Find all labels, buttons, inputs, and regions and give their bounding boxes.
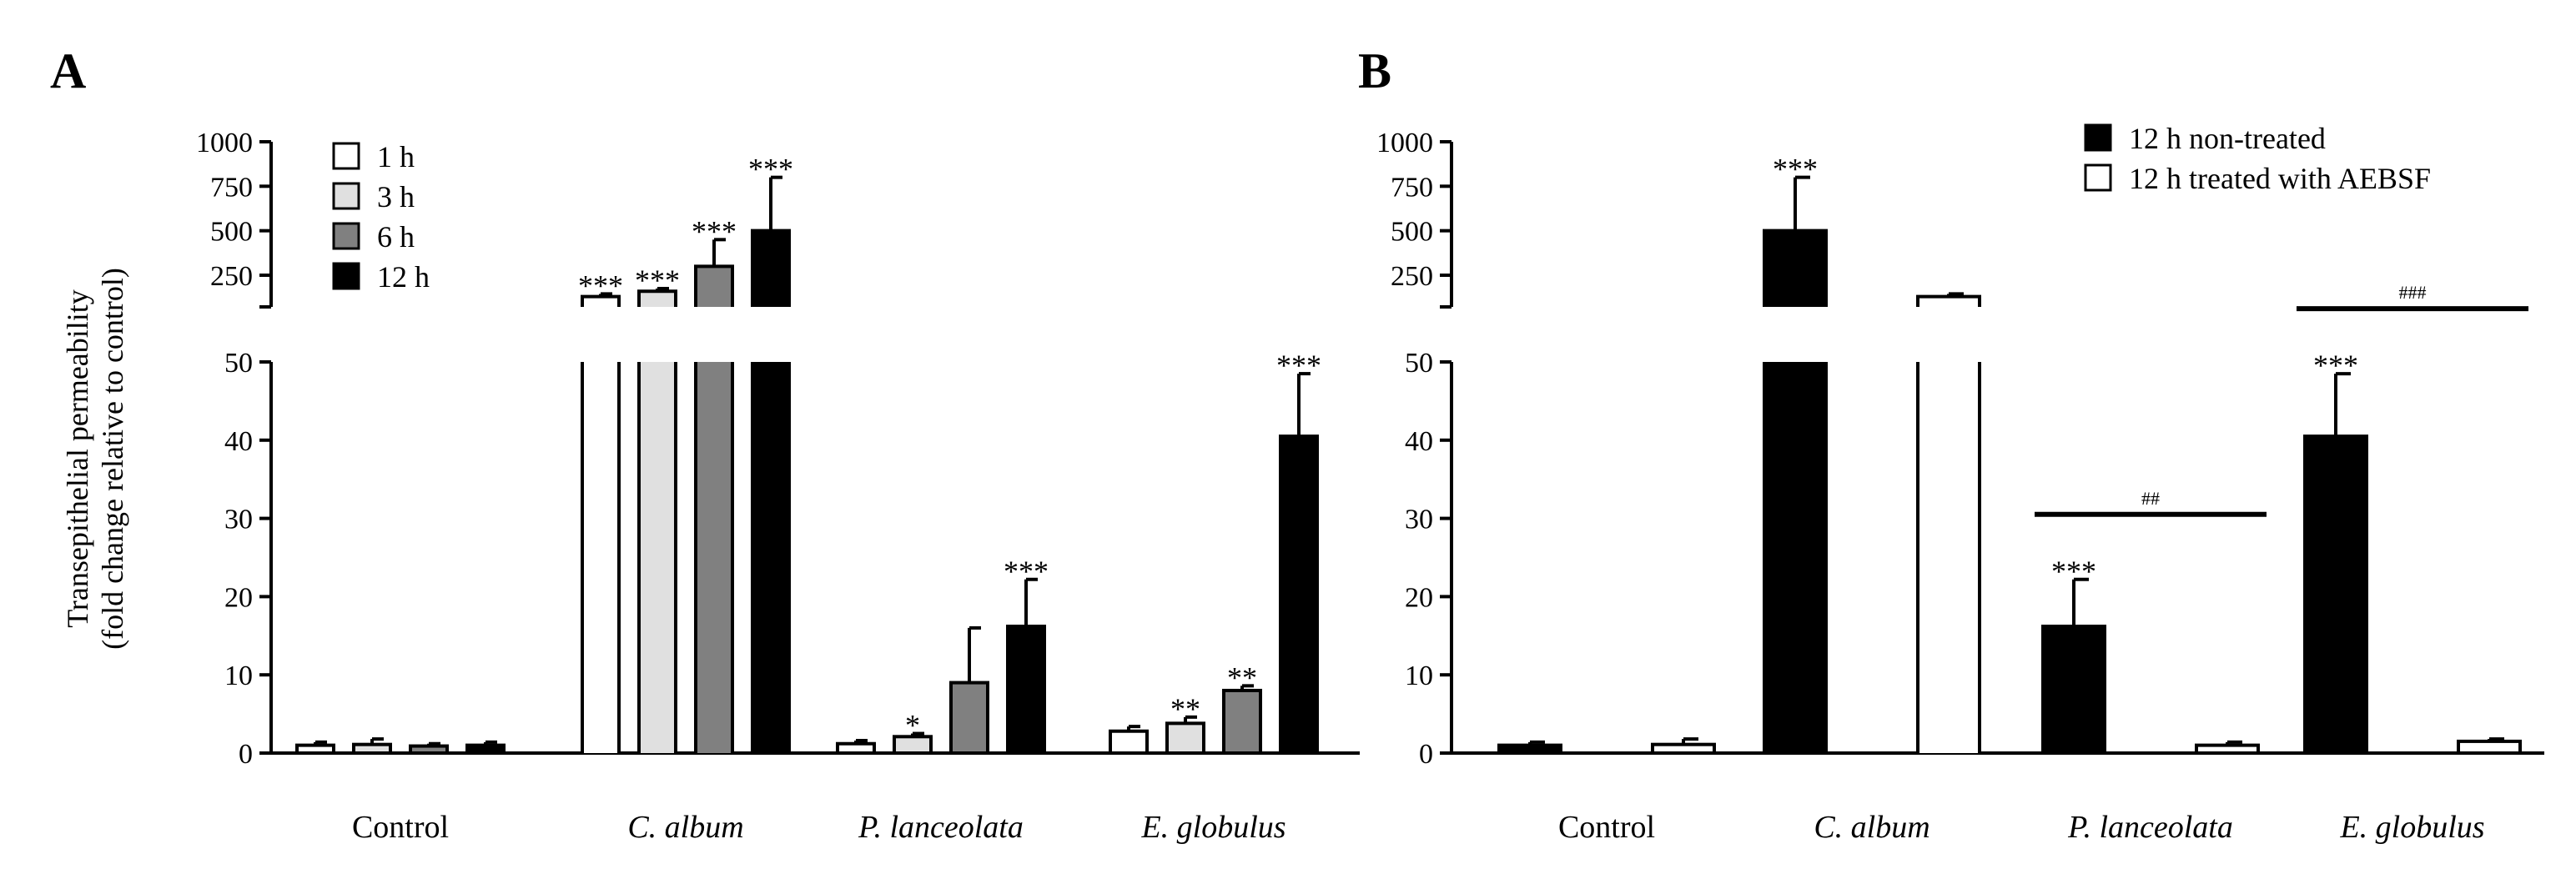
- bar: [2041, 625, 2106, 755]
- significance-label: ***: [1276, 349, 1321, 382]
- y-tick-label: 750: [210, 172, 253, 203]
- bar-upper: [639, 291, 676, 307]
- y-tick-label: 10: [1405, 661, 1433, 691]
- significance-label: ***: [2313, 349, 2358, 382]
- y-tick-label: 0: [1419, 739, 1433, 770]
- x-category-label: P. lanceolata: [858, 810, 1024, 845]
- legend-swatch: [2084, 123, 2112, 152]
- panel-label-b: B: [1358, 43, 1391, 98]
- bar: [1651, 742, 1716, 756]
- bar: [1279, 434, 1319, 755]
- bar: [352, 742, 392, 756]
- bar: [2457, 739, 2522, 755]
- y-tick-label: 50: [224, 348, 253, 379]
- bar-lower: [639, 362, 676, 753]
- bar: [1497, 743, 1562, 755]
- x-category-label: Control: [1558, 810, 1655, 845]
- y-tick-label: 20: [224, 582, 253, 613]
- y-tick-label: 500: [210, 217, 253, 248]
- legend-label: 12 h non-treated: [2129, 122, 2326, 155]
- legend-swatch: [332, 222, 360, 250]
- significance-label: ***: [1773, 153, 1818, 186]
- significance-label: ***: [2051, 555, 2096, 588]
- x-category-label: C. album: [1814, 810, 1929, 845]
- significance-label: *: [905, 709, 920, 742]
- bar-lower: [1918, 362, 1980, 753]
- y-tick-label: 1000: [196, 128, 253, 158]
- x-category-label: P. lanceolata: [2067, 810, 2233, 845]
- bar-upper: [752, 230, 789, 307]
- legend-swatch: [332, 142, 360, 170]
- y-tick-label: 30: [224, 505, 253, 535]
- legend-swatch: [332, 182, 360, 210]
- y-axis-title-line2: (fold change relative to control): [96, 268, 129, 650]
- legend-label: 1 h: [377, 140, 415, 173]
- bar-lower: [696, 362, 732, 753]
- bar-upper: [1764, 230, 1826, 307]
- bar-upper: [582, 296, 619, 307]
- significance-label: ***: [578, 269, 623, 302]
- y-tick-label: 40: [1405, 426, 1433, 457]
- y-tick-label: 40: [224, 426, 253, 457]
- panel-b-plot: 0 10 20 30 40 50 250 500 750 1000 Control *** C. alb…: [1376, 122, 2544, 845]
- significance-label: ***: [748, 153, 793, 186]
- legend-label: 12 h treated with AEBSF: [2129, 162, 2431, 195]
- comparison-label: ##: [2141, 488, 2160, 509]
- y-tick-label: 30: [1405, 505, 1433, 535]
- y-tick-label: 50: [1405, 348, 1433, 379]
- y-tick-label: 750: [1391, 172, 1433, 203]
- bar: [409, 744, 449, 755]
- bar: [1109, 729, 1149, 756]
- bar: [1006, 625, 1046, 755]
- bar-upper: [1918, 296, 1980, 307]
- bar: [1222, 688, 1262, 756]
- bar-upper: [696, 266, 732, 307]
- y-tick-label: 250: [210, 261, 253, 292]
- y-tick-label: 20: [1405, 582, 1433, 613]
- x-category-label: E. globulus: [2339, 810, 2484, 845]
- bar-lower: [582, 362, 619, 753]
- legend-label: 6 h: [377, 220, 415, 254]
- legend-label: 3 h: [377, 180, 415, 213]
- x-category-label: C. album: [627, 810, 743, 845]
- significance-label: ***: [692, 214, 737, 248]
- y-tick-label: 250: [1391, 261, 1433, 292]
- y-tick-label: 1000: [1376, 128, 1433, 158]
- panel-label-a: A: [50, 43, 86, 98]
- legend-swatch: [332, 262, 360, 290]
- bar: [465, 743, 506, 755]
- bar: [836, 741, 876, 756]
- bar-lower: [1764, 362, 1826, 753]
- x-category-label: E. globulus: [1140, 810, 1285, 845]
- significance-label: **: [1227, 661, 1257, 694]
- x-category-label: Control: [352, 810, 449, 845]
- bar: [1165, 721, 1205, 756]
- y-tick-label: 500: [1391, 217, 1433, 248]
- legend-label: 12 h: [377, 260, 430, 294]
- legend-swatch: [2084, 163, 2112, 192]
- y-tick-label: 0: [239, 739, 253, 770]
- comparison-label: ###: [2399, 282, 2427, 303]
- bar: [2303, 434, 2368, 755]
- y-tick-label: 10: [224, 661, 253, 691]
- significance-label: **: [1170, 692, 1200, 726]
- bar: [295, 743, 335, 755]
- significance-label: ***: [635, 264, 680, 297]
- bar-lower: [752, 362, 789, 753]
- significance-label: ***: [1004, 555, 1049, 588]
- bar: [949, 681, 989, 756]
- y-axis-title-line1: Transepithelial permeability: [61, 289, 94, 628]
- bar: [2195, 743, 2260, 755]
